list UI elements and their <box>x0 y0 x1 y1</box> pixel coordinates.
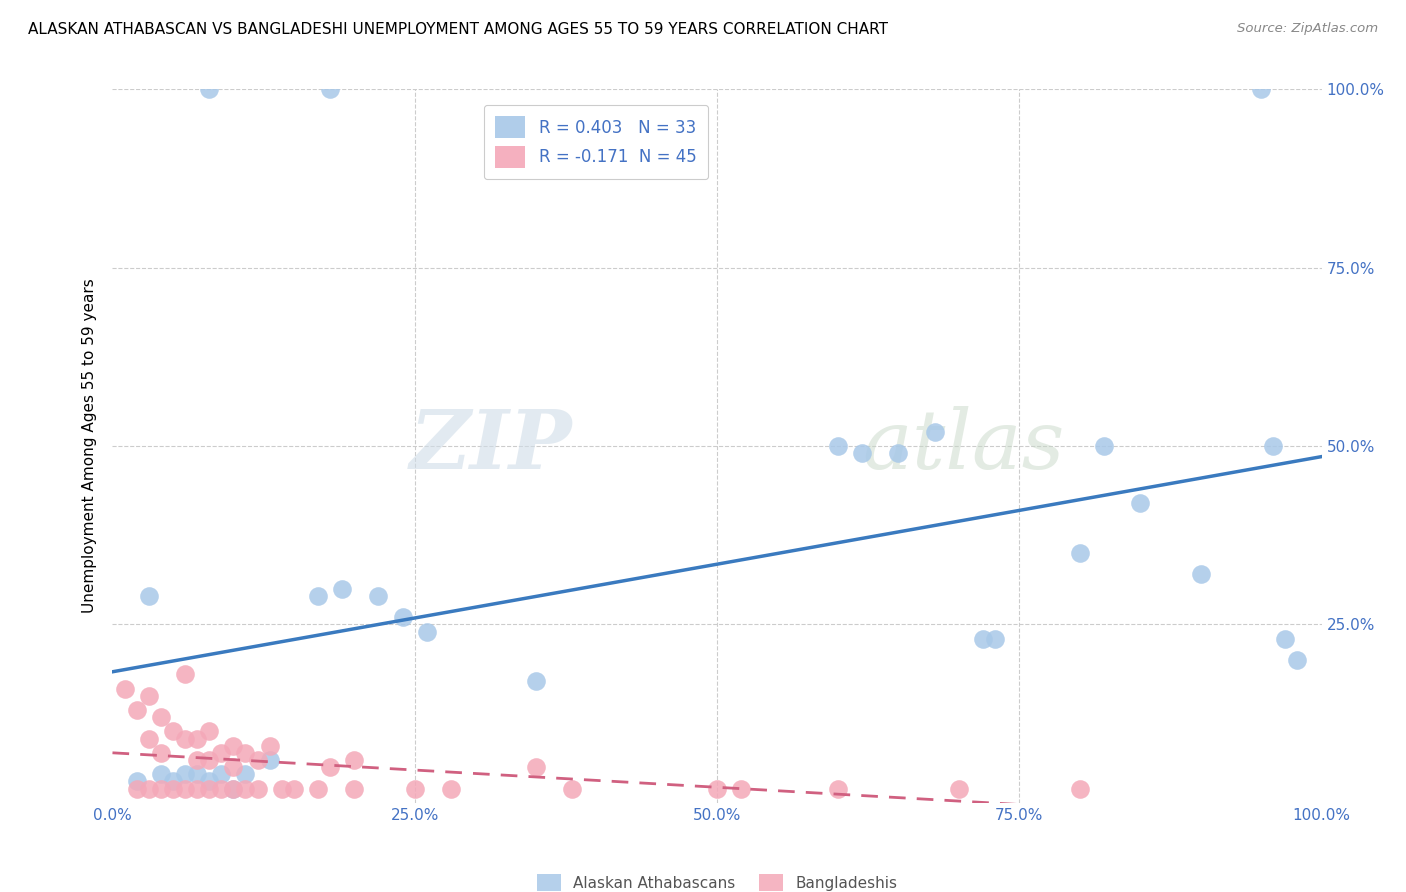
Point <box>1189 567 1212 582</box>
Point <box>149 746 172 760</box>
Point <box>706 781 728 796</box>
Point <box>730 781 752 796</box>
Point <box>186 767 208 781</box>
Point <box>827 439 849 453</box>
Point <box>186 753 208 767</box>
Point <box>1129 496 1152 510</box>
Point <box>330 582 353 596</box>
Point <box>186 731 208 746</box>
Point <box>125 703 148 717</box>
Point <box>343 781 366 796</box>
Y-axis label: Unemployment Among Ages 55 to 59 years: Unemployment Among Ages 55 to 59 years <box>82 278 97 614</box>
Point <box>827 781 849 796</box>
Point <box>416 624 439 639</box>
Point <box>440 781 463 796</box>
Point <box>198 753 221 767</box>
Point <box>235 781 257 796</box>
Point <box>524 674 547 689</box>
Point <box>319 82 342 96</box>
Point <box>222 739 245 753</box>
Point <box>162 781 184 796</box>
Legend: Alaskan Athabascans, Bangladeshis: Alaskan Athabascans, Bangladeshis <box>530 868 904 892</box>
Point <box>198 774 221 789</box>
Point <box>138 589 160 603</box>
Point <box>404 781 426 796</box>
Point <box>222 781 245 796</box>
Point <box>246 781 269 796</box>
Point <box>1250 82 1272 96</box>
Point <box>209 767 232 781</box>
Point <box>307 781 329 796</box>
Text: atlas: atlas <box>862 406 1064 486</box>
Point <box>174 781 197 796</box>
Point <box>162 724 184 739</box>
Point <box>174 667 197 681</box>
Point <box>125 781 148 796</box>
Point <box>198 724 221 739</box>
Point <box>125 774 148 789</box>
Point <box>246 753 269 767</box>
Point <box>948 781 970 796</box>
Point <box>198 781 221 796</box>
Point <box>138 731 160 746</box>
Point <box>524 760 547 774</box>
Point <box>174 767 197 781</box>
Point <box>283 781 305 796</box>
Point <box>186 781 208 796</box>
Point <box>1069 546 1091 560</box>
Point <box>149 781 172 796</box>
Point <box>222 760 245 774</box>
Point <box>1092 439 1115 453</box>
Text: ZIP: ZIP <box>409 406 572 486</box>
Text: ALASKAN ATHABASCAN VS BANGLADESHI UNEMPLOYMENT AMONG AGES 55 TO 59 YEARS CORRELA: ALASKAN ATHABASCAN VS BANGLADESHI UNEMPL… <box>28 22 889 37</box>
Point <box>307 589 329 603</box>
Point <box>149 767 172 781</box>
Point <box>1263 439 1285 453</box>
Point <box>270 781 292 796</box>
Point <box>209 781 232 796</box>
Point <box>138 689 160 703</box>
Point <box>235 746 257 760</box>
Point <box>222 781 245 796</box>
Point <box>984 632 1007 646</box>
Point <box>391 610 413 624</box>
Point <box>1069 781 1091 796</box>
Point <box>367 589 389 603</box>
Point <box>259 739 281 753</box>
Point <box>259 753 281 767</box>
Point <box>924 425 946 439</box>
Point <box>1286 653 1309 667</box>
Point <box>343 753 366 767</box>
Point <box>1274 632 1296 646</box>
Point <box>149 710 172 724</box>
Point <box>162 774 184 789</box>
Point <box>174 731 197 746</box>
Point <box>198 82 221 96</box>
Point <box>138 781 160 796</box>
Point <box>319 760 342 774</box>
Point <box>235 767 257 781</box>
Point <box>114 681 136 696</box>
Text: Source: ZipAtlas.com: Source: ZipAtlas.com <box>1237 22 1378 36</box>
Point <box>972 632 994 646</box>
Point <box>851 446 873 460</box>
Point <box>561 781 583 796</box>
Point <box>887 446 910 460</box>
Point <box>209 746 232 760</box>
